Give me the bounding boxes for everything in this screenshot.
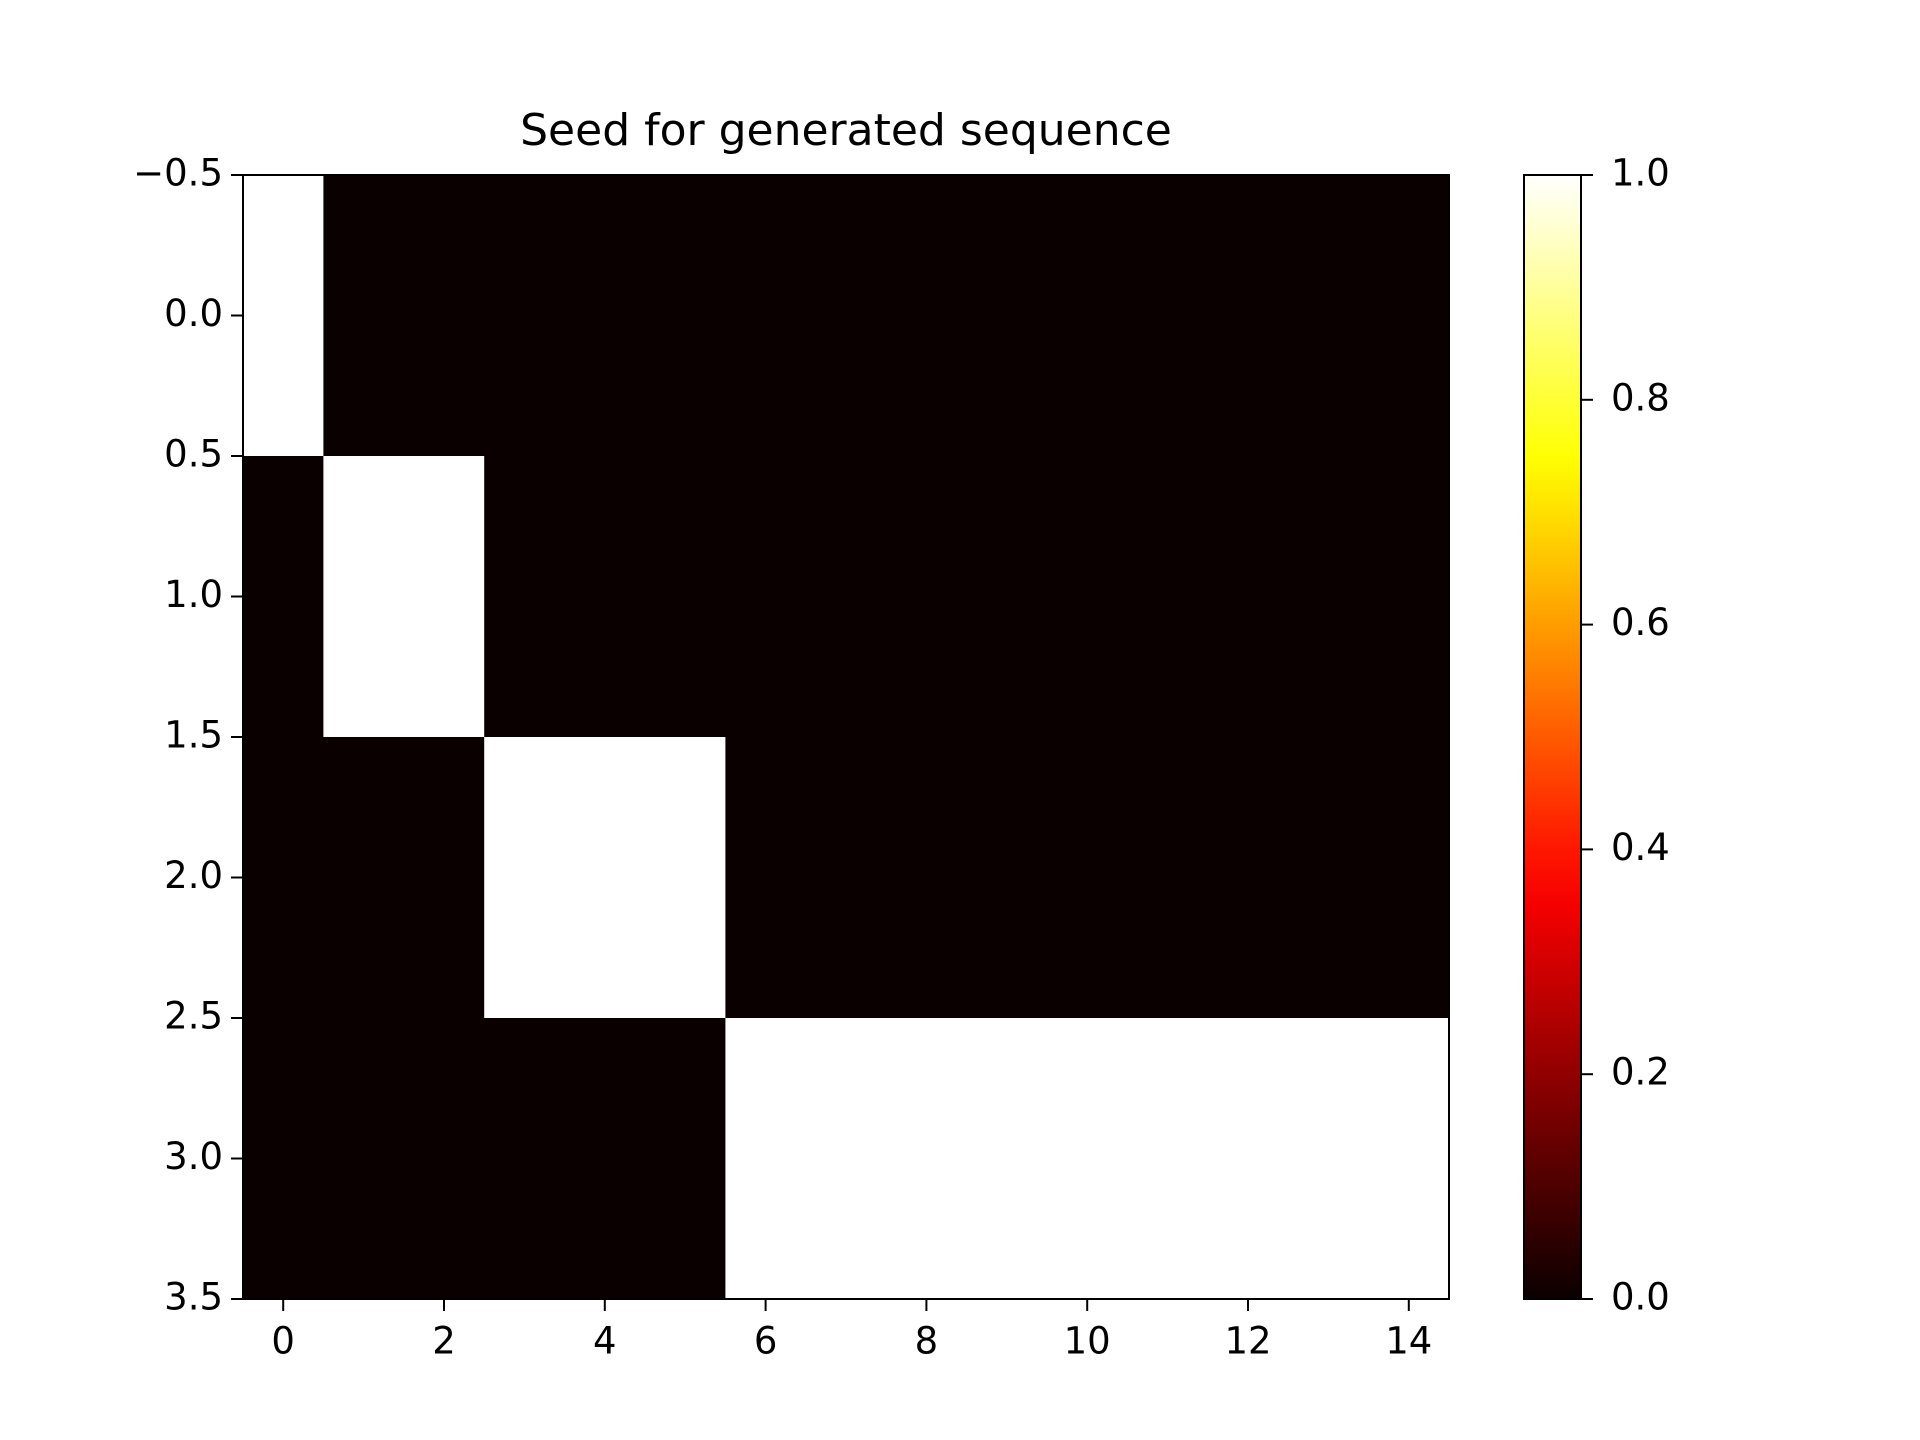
- colorbar-tick-label: 0.4: [1611, 826, 1670, 869]
- heatmap-cell: [243, 737, 324, 1019]
- x-tick-label: 2: [432, 1320, 456, 1363]
- colorbar-tick-label: 0.8: [1611, 376, 1670, 419]
- heatmap-cell: [805, 737, 887, 1019]
- heatmap-cell: [645, 1018, 726, 1300]
- heatmap-cell: [966, 737, 1048, 1019]
- heatmap-cell: [1288, 737, 1370, 1019]
- y-tick-label: 2.0: [164, 854, 223, 897]
- y-tick-label: −0.5: [133, 152, 223, 195]
- heatmap-cell: [243, 456, 324, 738]
- heatmap-cell: [886, 175, 968, 457]
- x-tick-label: 6: [754, 1320, 778, 1363]
- chart-title: Seed for generated sequence: [520, 105, 1172, 156]
- heatmap-cell: [645, 456, 726, 738]
- heatmap-cell: [1288, 1018, 1370, 1300]
- heatmap-cell: [323, 1018, 405, 1300]
- heatmap-cell: [886, 737, 968, 1019]
- heatmap-cell: [1127, 737, 1209, 1019]
- x-tick-label: 0: [271, 1320, 295, 1363]
- y-tick-label: 1.5: [164, 714, 223, 757]
- heatmap-cell: [1207, 1018, 1289, 1300]
- heatmap-cell: [725, 175, 807, 457]
- heatmap-cell: [564, 175, 646, 457]
- heatmap-cell: [966, 456, 1048, 738]
- heatmap-cell: [564, 1018, 646, 1300]
- heatmap-cell: [323, 456, 405, 738]
- heatmap-cell: [403, 737, 485, 1019]
- heatmap-cell: [323, 737, 405, 1019]
- heatmap-cell: [725, 737, 807, 1019]
- heatmap-cell: [1368, 175, 1450, 457]
- x-tick-label: 10: [1064, 1320, 1111, 1363]
- heatmap-cell: [1047, 456, 1128, 738]
- y-tick-label: 2.5: [164, 995, 223, 1038]
- heatmap-cell: [1288, 175, 1370, 457]
- heatmap-cell: [564, 737, 646, 1019]
- y-tick-label: 0.0: [164, 292, 223, 335]
- heatmap-cell: [564, 456, 646, 738]
- heatmap-cell: [403, 175, 485, 457]
- x-tick-label: 4: [593, 1320, 617, 1363]
- heatmap-cell: [403, 1018, 485, 1300]
- heatmap-cell: [484, 1018, 566, 1300]
- heatmap-cell: [645, 737, 726, 1019]
- heatmap-cell: [1047, 1018, 1128, 1300]
- heatmap-cell: [1368, 737, 1450, 1019]
- heatmap-cell: [1368, 456, 1450, 738]
- heatmap-cell: [805, 1018, 887, 1300]
- colorbar-tick-label: 0.6: [1611, 601, 1670, 644]
- x-tick-label: 8: [915, 1320, 939, 1363]
- colorbar-tick-label: 0.2: [1611, 1051, 1670, 1094]
- heatmap-cell: [1047, 737, 1128, 1019]
- heatmap-cell: [805, 456, 887, 738]
- heatmap-cell: [645, 175, 726, 457]
- heatmap-cell: [1047, 175, 1128, 457]
- heatmap-cell: [243, 1018, 324, 1300]
- y-tick-label: 3.0: [164, 1135, 223, 1178]
- heatmap-cell: [403, 456, 485, 738]
- heatmap-cell: [886, 456, 968, 738]
- heatmap-cell: [1207, 175, 1289, 457]
- y-tick-label: 3.5: [164, 1276, 223, 1319]
- heatmap-cell: [484, 456, 566, 738]
- heatmap-cell: [323, 175, 405, 457]
- heatmap-cell: [1288, 456, 1370, 738]
- heatmap-cell: [966, 175, 1048, 457]
- heatmap-cell: [484, 175, 566, 457]
- heatmap-cell: [1127, 175, 1209, 457]
- heatmap-cell: [243, 175, 324, 457]
- y-tick-label: 0.5: [164, 433, 223, 476]
- heatmap-cell: [966, 1018, 1048, 1300]
- heatmap-cell: [1207, 737, 1289, 1019]
- colorbar: [1523, 174, 1582, 1300]
- heatmap-cell: [805, 175, 887, 457]
- heatmap-cell: [1207, 456, 1289, 738]
- colorbar-tick-label: 0.0: [1611, 1276, 1670, 1319]
- heatmap-cell: [886, 1018, 968, 1300]
- x-tick-label: 12: [1224, 1320, 1271, 1363]
- heatmap-cell: [1368, 1018, 1450, 1300]
- heatmap-cell: [725, 456, 807, 738]
- colorbar-tick-label: 1.0: [1611, 152, 1670, 195]
- x-tick-label: 14: [1385, 1320, 1432, 1363]
- heatmap-cell: [1127, 1018, 1209, 1300]
- heatmap-cell: [1127, 456, 1209, 738]
- y-tick-label: 1.0: [164, 573, 223, 616]
- heatmap-cell: [484, 737, 566, 1019]
- heatmap-cell: [725, 1018, 807, 1300]
